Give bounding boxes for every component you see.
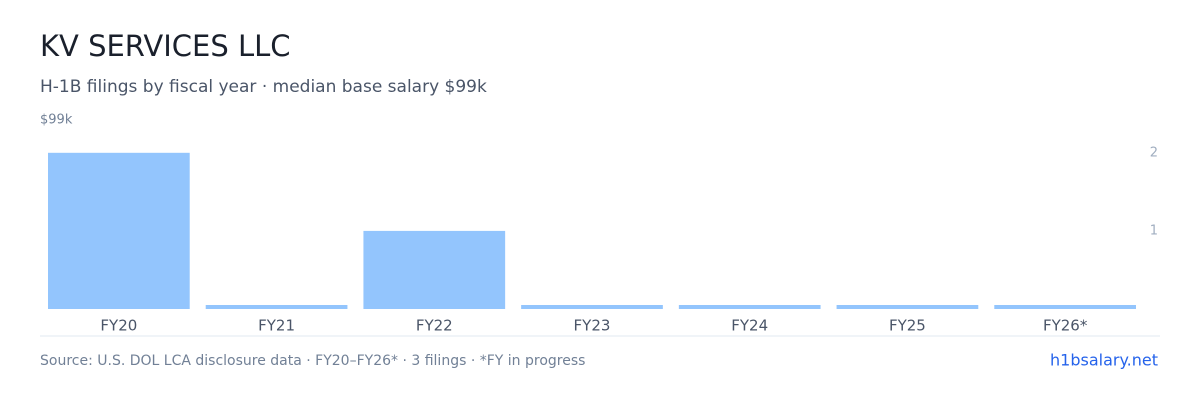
bar <box>521 305 663 309</box>
site-link[interactable]: h1bsalary.net <box>1050 351 1158 370</box>
bar <box>678 305 821 309</box>
x-tick-label: FY25 <box>889 317 926 335</box>
source-note: Source: U.S. DOL LCA disclosure data · F… <box>40 353 585 369</box>
x-tick-label: FY23 <box>574 317 611 335</box>
y-tick-label: 2 <box>1150 145 1158 160</box>
bar <box>994 305 1136 309</box>
y-tick-label: 1 <box>1150 223 1158 238</box>
x-tick-label: FY26* <box>1043 317 1088 335</box>
y2-tick-label: $99k <box>40 113 73 128</box>
x-tick-label: FY21 <box>258 317 295 335</box>
chart-subtitle: H-1B filings by fiscal year · median bas… <box>40 77 487 97</box>
x-tick-label: FY22 <box>416 317 453 335</box>
bar <box>363 230 506 309</box>
x-tick-label: FY20 <box>100 317 137 335</box>
chart-title: KV SERVICES LLC <box>40 29 291 63</box>
bar <box>205 305 348 309</box>
bar <box>48 152 190 309</box>
x-tick-label: FY24 <box>731 317 768 335</box>
bar <box>836 305 979 309</box>
